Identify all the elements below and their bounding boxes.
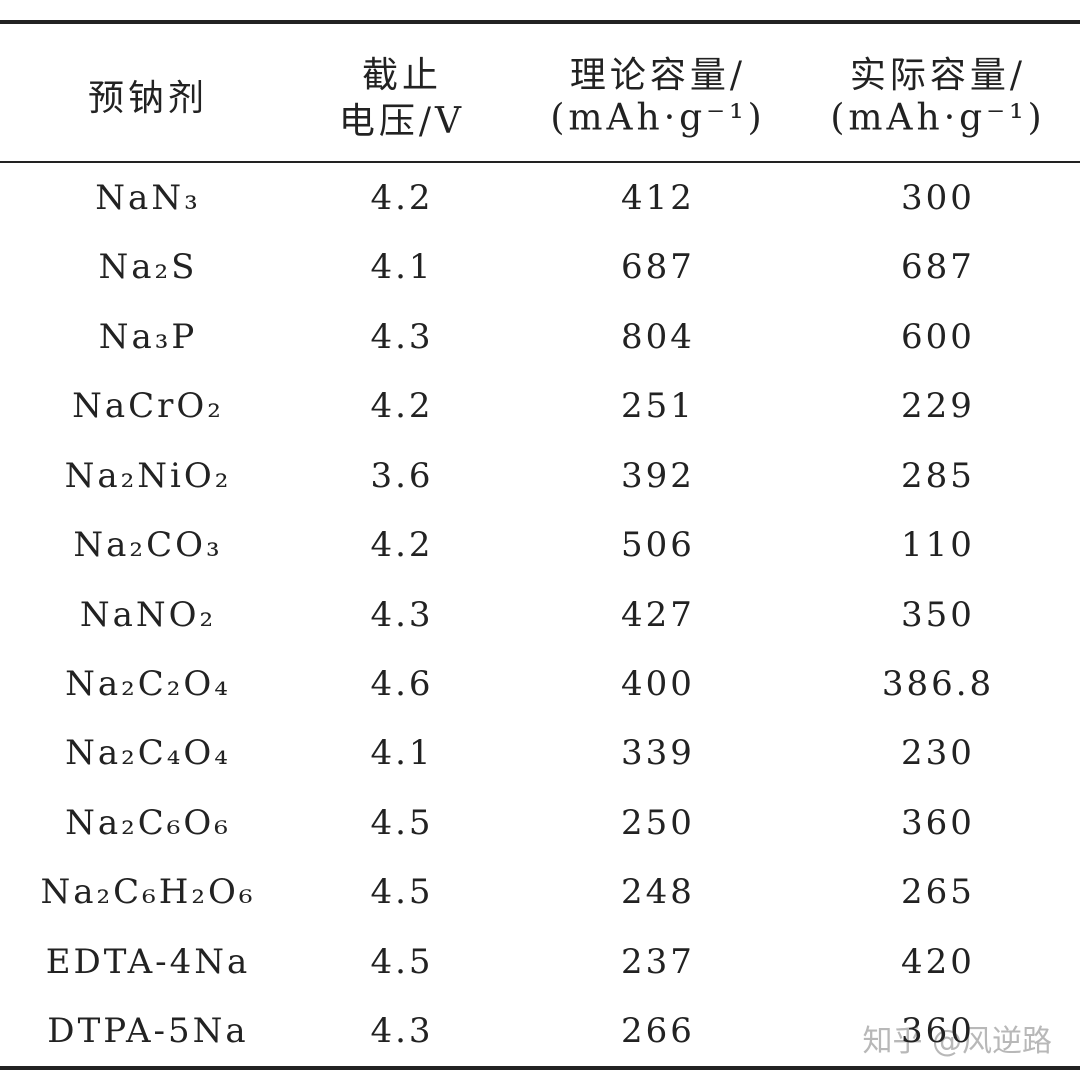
table-cell: EDTA-4Na (45, 941, 251, 982)
header-cell: (mAh·g⁻¹) (830, 97, 1046, 139)
table-cell: 237 (621, 941, 695, 982)
table-cell: 360 (901, 1011, 975, 1052)
table-cell: 230 (901, 733, 975, 774)
header-cell: 预钠剂 (87, 78, 209, 119)
table-cell: 4.5 (370, 872, 434, 913)
table-cell: 3.6 (370, 455, 434, 496)
table-cell: NaNO₂ (79, 594, 217, 635)
table-cell: 687 (901, 247, 975, 288)
table-cell: Na₂C₆H₂O₆ (40, 872, 256, 913)
table-cell: 4.3 (370, 1011, 434, 1052)
table-cell: 506 (621, 525, 695, 566)
watermark: 知乎 @风逆路 (862, 1024, 1052, 1059)
table-cell: 4.3 (370, 594, 434, 635)
table-cell: 386.8 (881, 663, 995, 704)
table-cell: 412 (621, 177, 695, 218)
header-cell: 截止 (361, 55, 443, 96)
table-cell: 600 (901, 316, 975, 357)
table-cell: Na₂C₄O₄ (65, 733, 231, 774)
table-cell: 4.2 (370, 386, 434, 427)
table-cell: 4.2 (370, 177, 434, 218)
table-cell: 265 (901, 872, 975, 913)
table-cell: 300 (901, 177, 975, 218)
table-cell: 392 (621, 455, 695, 496)
table-cell: 360 (901, 802, 975, 843)
table-cell: 251 (621, 386, 695, 427)
table-cell: Na₂C₆O₆ (65, 802, 231, 843)
table-cell: NaN₃ (95, 177, 201, 218)
table-cell: 4.6 (370, 663, 434, 704)
table-cell: 4.1 (370, 733, 434, 774)
table-cell: 687 (621, 247, 695, 288)
table-cell: 229 (901, 386, 975, 427)
table-cell: 285 (901, 455, 975, 496)
table-cell: 4.1 (370, 247, 434, 288)
bottom-rule (0, 1066, 1080, 1070)
table-cell: DTPA-5Na (47, 1011, 249, 1052)
header-cell: 实际容量/ (849, 55, 1027, 96)
header-cell: 理论容量/ (569, 55, 747, 96)
table-cell: 427 (621, 594, 695, 635)
table-cell: 250 (621, 802, 695, 843)
table-cell: 339 (621, 733, 695, 774)
table-cell: Na₂CO₃ (73, 525, 223, 566)
table-cell: NaCrO₂ (72, 386, 224, 427)
table-cell: 350 (901, 594, 975, 635)
table-cell: 4.3 (370, 316, 434, 357)
header-cell: 电压/V (338, 101, 466, 142)
table-cell: 4.5 (370, 941, 434, 982)
table-cell: Na₃P (98, 316, 198, 357)
table-cell: 266 (621, 1011, 695, 1052)
table-cell: 804 (621, 316, 695, 357)
table-cell: 400 (621, 663, 695, 704)
table-cell: 248 (621, 872, 695, 913)
top-rule (0, 20, 1080, 24)
table-cell: 4.2 (370, 525, 434, 566)
table-cell: Na₂C₂O₄ (65, 663, 231, 704)
table-cell: 420 (901, 941, 975, 982)
table-cell: 4.5 (370, 802, 434, 843)
table-cell: Na₂S (98, 247, 198, 288)
header-cell: (mAh·g⁻¹) (550, 97, 766, 139)
table-cell: 110 (901, 525, 975, 566)
header-rule (0, 161, 1080, 163)
table-cell: Na₂NiO₂ (64, 455, 232, 496)
